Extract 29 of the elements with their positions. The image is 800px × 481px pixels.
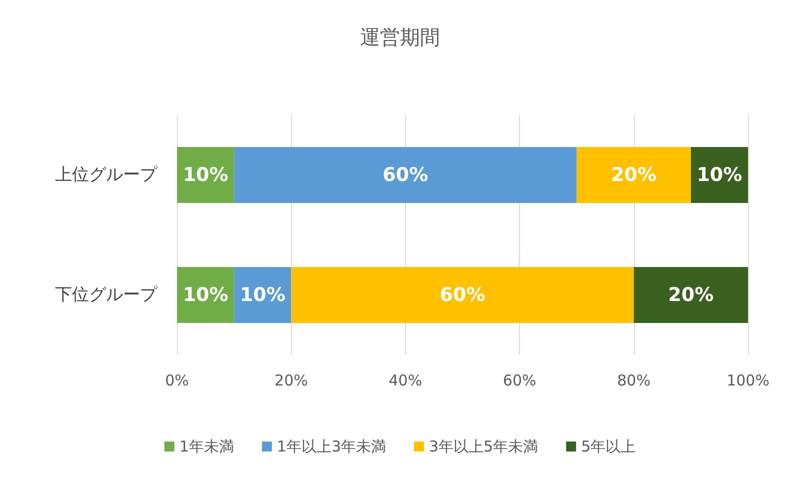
x-tick-label: 0% [165,372,189,390]
bar [291,267,634,323]
x-tick-label: 100% [726,372,770,390]
bar [234,147,577,203]
data-label: 10% [182,284,228,306]
bar [634,267,748,323]
legend-label: 1年以上3年未満 [276,438,386,456]
x-tick-label: 20% [274,372,308,390]
bar [177,267,234,323]
y-tick-label: 上位グループ [55,165,158,185]
data-label: 10% [696,164,742,186]
legend-label: 3年以上5年未満 [429,438,538,456]
legend-label: 5年以上 [581,438,636,456]
chart-title: 運営期間 [360,25,440,49]
data-label: 20% [611,164,657,186]
data-label: 60% [382,164,428,186]
data-label: 60% [440,284,486,306]
bar [576,147,691,203]
bar [234,267,292,323]
data-label: 20% [668,284,714,306]
y-tick-label: 下位グループ [55,285,158,305]
data-label: 10% [182,164,228,186]
data-label: 10% [240,284,286,306]
bar [690,147,748,203]
x-tick-label: 40% [388,372,422,390]
x-tick-label: 60% [502,372,536,390]
legend-label: 1年未満 [179,438,234,456]
bar [177,147,234,203]
x-tick-label: 80% [617,372,650,390]
